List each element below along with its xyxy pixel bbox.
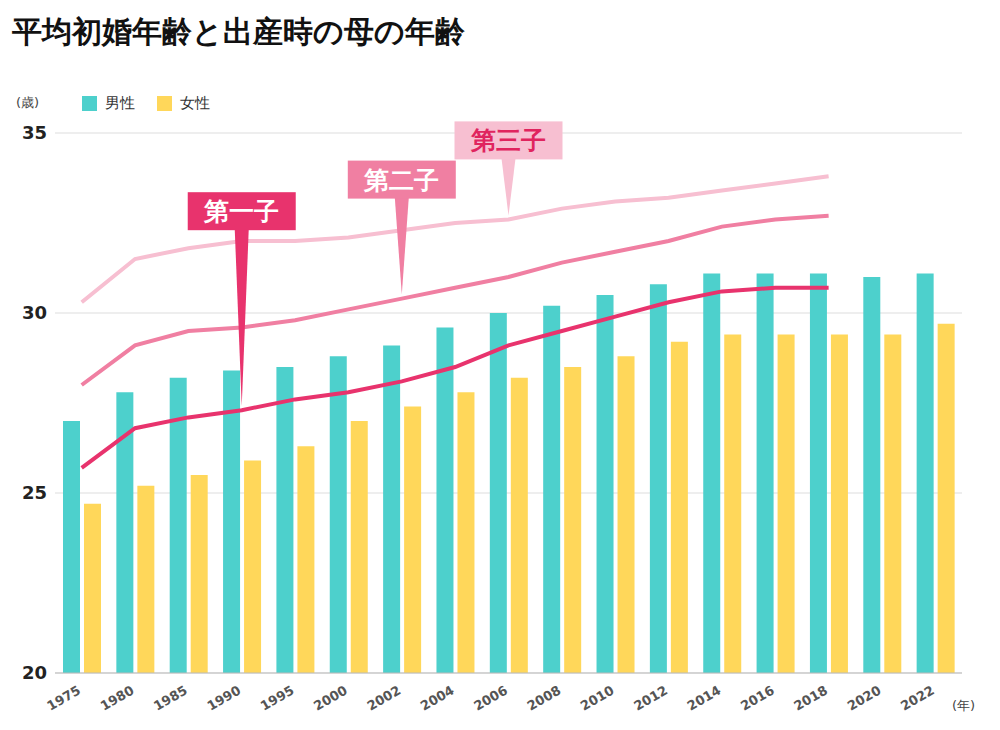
svg-text:2020: 2020 [845, 683, 884, 714]
svg-text:2012: 2012 [631, 683, 670, 714]
svg-text:第二子: 第二子 [363, 166, 439, 195]
svg-text:35: 35 [22, 122, 47, 143]
html-text:男性: 男性 [105, 94, 135, 112]
svg-text:1995: 1995 [258, 683, 297, 714]
svg-text:2002: 2002 [364, 683, 403, 714]
svg-text:1985: 1985 [151, 683, 190, 714]
svg-text:25: 25 [22, 482, 47, 503]
svg-text:2004: 2004 [418, 683, 457, 714]
svg-text:2016: 2016 [738, 683, 777, 714]
svg-text:2022: 2022 [898, 683, 937, 714]
svg-text:2018: 2018 [791, 683, 830, 714]
html-text:(年): (年) [952, 698, 976, 713]
svg-text:30: 30 [22, 302, 47, 323]
svg-text:2000: 2000 [311, 683, 350, 714]
svg-text:20: 20 [22, 662, 47, 683]
html-text:(歳): (歳) [16, 95, 40, 110]
svg-text:第一子: 第一子 [203, 197, 279, 226]
svg-text:1980: 1980 [98, 683, 137, 714]
svg-text:2006: 2006 [471, 683, 510, 714]
svg-text:2014: 2014 [685, 683, 724, 714]
svg-text:2008: 2008 [525, 683, 564, 714]
svg-text:1990: 1990 [204, 683, 243, 714]
html-text:女性: 女性 [180, 94, 210, 112]
svg-text:2010: 2010 [578, 683, 617, 714]
svg-text:第三子: 第三子 [470, 126, 546, 155]
html-text:平均初婚年齢と出産時の母の年齢: 平均初婚年齢と出産時の母の年齢 [12, 14, 465, 49]
svg-text:1975: 1975 [44, 683, 83, 714]
